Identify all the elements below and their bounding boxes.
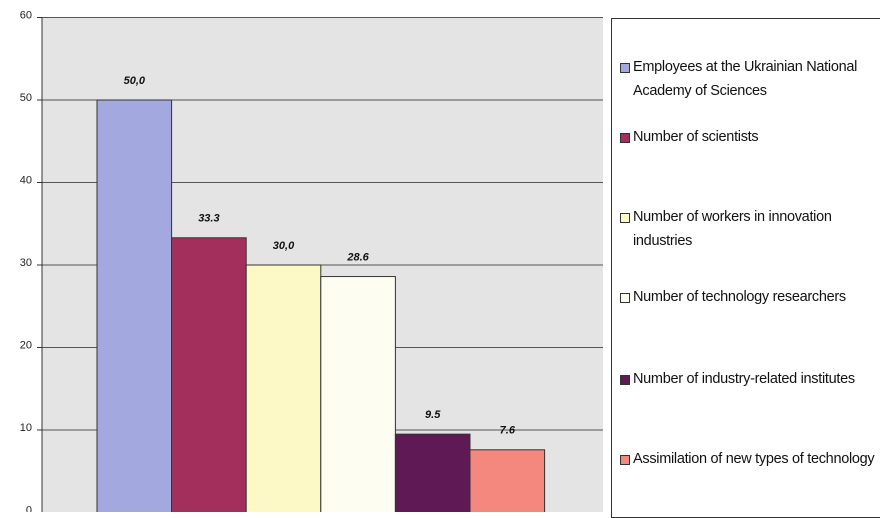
value-label: 28.6 bbox=[346, 251, 369, 263]
value-label: 30,0 bbox=[273, 240, 295, 252]
y-tick-label: 40 bbox=[20, 174, 32, 186]
y-tick-label: 60 bbox=[20, 9, 32, 21]
y-tick-label: 30 bbox=[20, 257, 32, 269]
bar bbox=[469, 449, 546, 512]
legend-item: Number of workers in innovation industri… bbox=[620, 205, 875, 253]
y-tick-label: 50 bbox=[20, 92, 32, 104]
y-tick-label: 20 bbox=[20, 339, 32, 351]
legend-item: Employees at the Ukrainian National Acad… bbox=[620, 55, 875, 103]
value-label: 33.3 bbox=[198, 213, 219, 225]
legend-swatch bbox=[620, 213, 630, 223]
legend-swatch bbox=[620, 63, 630, 73]
legend-item: Number of scientists bbox=[620, 125, 875, 149]
bar bbox=[320, 276, 396, 512]
legend: Employees at the Ukrainian National Acad… bbox=[611, 18, 880, 518]
legend-label: Assimilation of new types of technology bbox=[633, 451, 875, 467]
legend-label: Number of workers in innovation industri… bbox=[633, 209, 832, 249]
legend-swatch bbox=[620, 455, 630, 465]
legend-label: Employees at the Ukrainian National Acad… bbox=[633, 59, 858, 99]
value-label: 9.5 bbox=[425, 409, 441, 421]
legend-swatch bbox=[620, 375, 630, 385]
bar bbox=[245, 264, 322, 512]
legend-label: Number of scientists bbox=[633, 129, 759, 145]
legend-label: Number of technology researchers bbox=[633, 289, 846, 305]
legend-swatch bbox=[620, 293, 630, 303]
legend-item: Number of technology researchers bbox=[620, 285, 875, 309]
value-label: 50,0 bbox=[124, 75, 146, 87]
bar bbox=[394, 433, 471, 512]
legend-item: Number of industry-related institutes bbox=[620, 367, 875, 391]
legend-item: Assimilation of new types of technology bbox=[620, 447, 875, 471]
value-label: 7.6 bbox=[500, 425, 516, 437]
y-tick-label: 10 bbox=[20, 422, 32, 434]
legend-label: Number of industry-related institutes bbox=[633, 371, 855, 387]
legend-swatch bbox=[620, 133, 630, 143]
bar bbox=[96, 99, 173, 512]
bar bbox=[171, 237, 247, 512]
y-tick-label: 0 bbox=[26, 504, 32, 512]
